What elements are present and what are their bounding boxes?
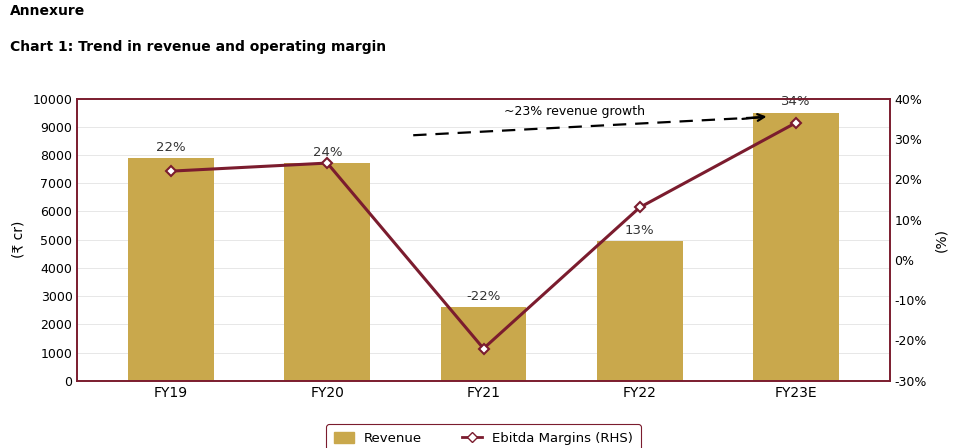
Bar <box>284 164 370 381</box>
Text: ~23% revenue growth: ~23% revenue growth <box>505 105 645 118</box>
Text: -22%: -22% <box>466 290 501 303</box>
Bar <box>128 158 214 381</box>
Text: 22%: 22% <box>157 141 186 154</box>
Text: 24%: 24% <box>312 146 342 159</box>
Bar <box>441 307 526 381</box>
Bar <box>597 241 683 381</box>
Y-axis label: (%): (%) <box>934 228 948 252</box>
Text: 34%: 34% <box>781 95 810 108</box>
Legend: Revenue, Ebitda Margins (RHS): Revenue, Ebitda Margins (RHS) <box>326 424 641 448</box>
Y-axis label: (₹ cr): (₹ cr) <box>12 221 26 258</box>
Text: 13%: 13% <box>625 224 655 237</box>
Text: Annexure: Annexure <box>10 4 85 18</box>
Text: Chart 1: Trend in revenue and operating margin: Chart 1: Trend in revenue and operating … <box>10 40 386 54</box>
Bar <box>753 112 839 381</box>
